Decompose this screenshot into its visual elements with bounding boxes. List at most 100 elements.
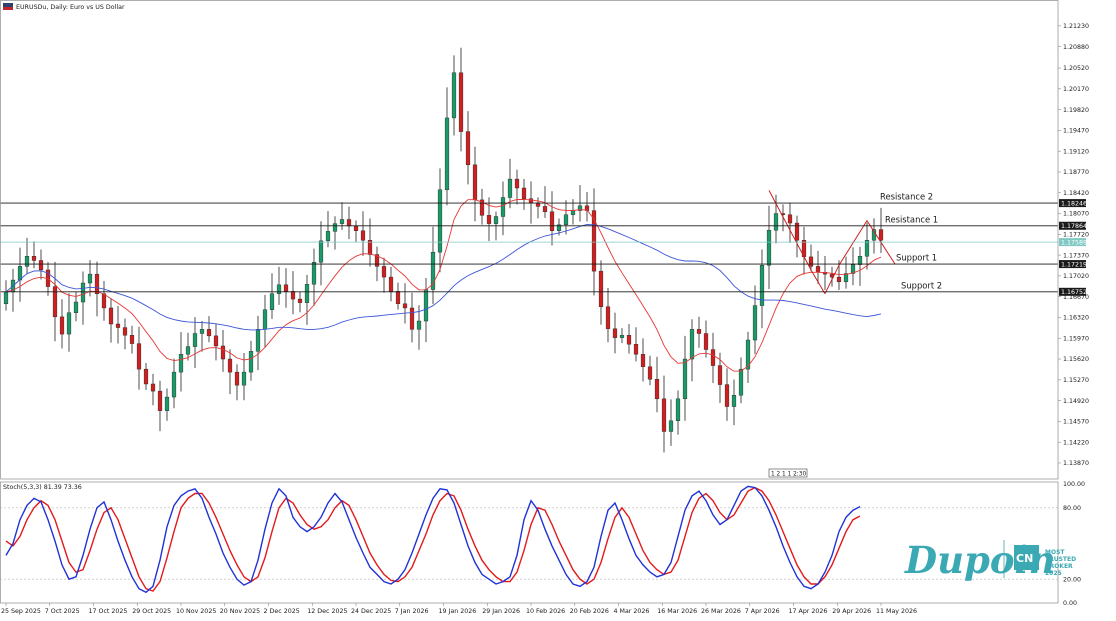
level-label: Support 1 <box>896 253 937 263</box>
price-tick-label: 1.16320 <box>1063 315 1089 322</box>
award-badge-icon <box>1014 545 1039 570</box>
date-tick-label: 7 Jan 2026 <box>395 608 429 615</box>
date-tick-label: 20 Nov 2025 <box>220 608 260 615</box>
candle-body <box>297 298 303 303</box>
candle-body <box>689 329 695 360</box>
moving-average-slow <box>5 224 882 331</box>
candle-body <box>598 270 604 307</box>
level-price-tag <box>1059 221 1086 230</box>
date-tick-label: 7 Apr 2026 <box>745 608 780 615</box>
bid-price-tag <box>1059 238 1086 247</box>
candle-body <box>766 229 772 266</box>
candle-body <box>122 327 128 336</box>
candle-body <box>353 225 359 231</box>
level-price-tag <box>1059 260 1086 269</box>
candle-body <box>262 309 268 330</box>
candle-body <box>185 346 191 355</box>
candle-body <box>80 282 86 303</box>
candle-body <box>325 231 331 242</box>
candle-body <box>500 197 506 217</box>
candle-body <box>612 328 618 338</box>
candle-body <box>87 273 93 284</box>
level-price-label: 1.17864 <box>1061 223 1087 230</box>
candle-body <box>192 333 198 347</box>
candle-body <box>451 72 457 119</box>
date-tick-label: 7 Oct 2025 <box>45 608 80 615</box>
price-tick-label: 1.16670 <box>1063 294 1089 301</box>
candle-body <box>395 291 401 305</box>
stochastic-tick-label: 20.00 <box>1063 576 1081 583</box>
price-tick-label: 1.18070 <box>1063 211 1089 218</box>
candle-body <box>857 256 863 265</box>
candle-body <box>836 276 842 283</box>
candle-body <box>31 256 37 261</box>
candle-body <box>402 303 408 309</box>
candle-body <box>675 398 681 422</box>
candle-body <box>724 384 730 407</box>
date-tick-label: 29 Oct 2025 <box>132 608 171 615</box>
candle-body <box>591 210 597 272</box>
award-text-line-1: MOST <box>1045 549 1065 556</box>
award-mark: CN <box>1016 552 1033 565</box>
level-price-label: 1.16752 <box>1061 289 1087 296</box>
candle-body <box>290 291 296 300</box>
candle-body <box>577 205 583 211</box>
axes: 1.17589 1.18246 1.17864 1.17219 1.16752 1.212… <box>0 0 1089 615</box>
date-tick-label: 12 Dec 2025 <box>307 608 347 615</box>
level-price-label: 1.18246 <box>1061 200 1087 207</box>
candle-body <box>710 349 716 366</box>
candle-body <box>332 223 338 232</box>
date-tick-label: 2 Dec 2025 <box>264 608 300 615</box>
candle-body <box>206 329 212 337</box>
date-tick-label: 20 Feb 2026 <box>570 608 609 615</box>
candle-body <box>878 229 884 241</box>
candle-body <box>283 284 289 292</box>
award-text-line-3: BROKER <box>1045 563 1073 570</box>
candle-body <box>171 371 177 398</box>
candle-body <box>528 198 534 204</box>
candle-body <box>745 339 751 370</box>
candle-body <box>220 345 226 360</box>
candle-body <box>276 284 282 294</box>
date-tick-label: 17 Apr 2026 <box>789 608 828 615</box>
price-tick-label: 1.15970 <box>1063 335 1089 342</box>
price-tick-label: 1.19470 <box>1063 128 1089 135</box>
stochastic-label: Stoch(5,3,3) 81.39 73.36 <box>3 484 82 491</box>
stochastic-tick-label: 80.00 <box>1063 505 1081 512</box>
candle-body <box>248 351 254 373</box>
candle-body <box>115 323 121 328</box>
candle-body <box>269 293 275 310</box>
date-tick-label: 10 Feb 2026 <box>526 608 565 615</box>
date-tick-label: 24 Dec 2025 <box>351 608 391 615</box>
candle-body <box>311 262 317 285</box>
candle-body <box>367 240 373 255</box>
timer-text: 1 2 1 1 2:30 <box>771 472 806 478</box>
candle-body <box>465 131 471 166</box>
candle-body <box>808 256 814 267</box>
candle-body <box>66 312 72 335</box>
stochastic-main-line <box>5 485 861 594</box>
candle-body <box>3 291 9 305</box>
level-label: Resistance 2 <box>880 192 933 202</box>
candle-body <box>346 219 352 227</box>
candle-body <box>717 365 723 385</box>
date-tick-label: 17 Oct 2025 <box>89 608 128 615</box>
candle-body <box>339 219 345 224</box>
award-text-line-4: 2025 <box>1045 570 1062 577</box>
candle-body <box>199 329 205 334</box>
candle-body <box>381 266 387 278</box>
candle-body <box>864 240 870 257</box>
symbol-flag-icon <box>3 3 13 10</box>
candle-body <box>444 117 450 190</box>
broker-branding: Dupoin CN MOST TRUSTED BROKER 2025 <box>904 538 1076 582</box>
price-tick-label: 1.19820 <box>1063 107 1089 114</box>
main-price-pane[interactable]: Resistance 2 Resistance 1 Support 1 Support… <box>0 47 1058 453</box>
candle-body <box>437 189 443 253</box>
candle-body <box>507 178 513 198</box>
candle-body <box>654 379 660 400</box>
stochastic-pane[interactable]: Stoch(5,3,3) 81.39 73.36 <box>0 484 1058 594</box>
price-tick-label: 1.20880 <box>1063 44 1089 51</box>
candle-body <box>129 335 135 344</box>
candle-body <box>542 206 548 212</box>
